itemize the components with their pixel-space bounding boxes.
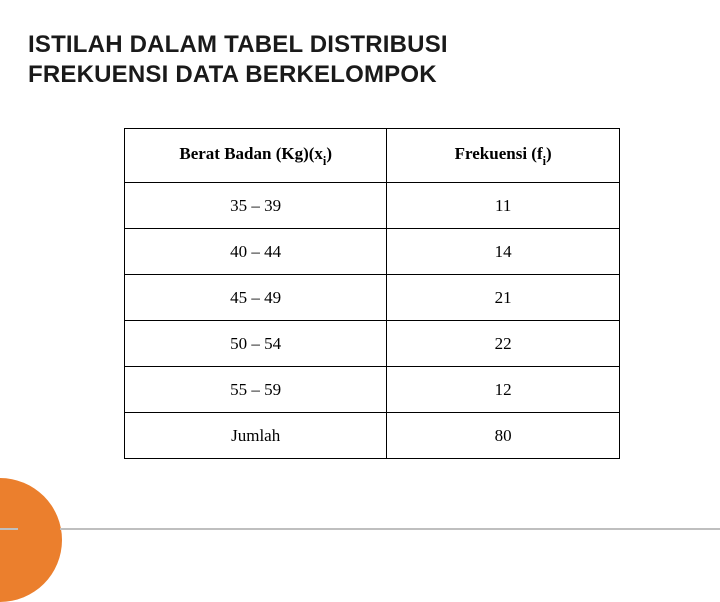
col-header-frek-post: ) bbox=[546, 144, 552, 163]
cell-freq: 22 bbox=[387, 321, 620, 367]
cell-freq: 14 bbox=[387, 229, 620, 275]
cell-freq: 21 bbox=[387, 275, 620, 321]
cell-freq: 12 bbox=[387, 367, 620, 413]
col-header-frekuensi: Frekuensi (fi) bbox=[387, 129, 620, 183]
table-row: 55 – 59 12 bbox=[125, 367, 620, 413]
cell-range: 40 – 44 bbox=[125, 229, 387, 275]
title-line-1: ISTILAH DALAM TABEL DISTRIBUSI bbox=[28, 31, 448, 58]
table-row-total: Jumlah 80 bbox=[125, 413, 620, 459]
table-row: 45 – 49 21 bbox=[125, 275, 620, 321]
accent-circle bbox=[0, 478, 62, 602]
col-header-berat-sub: i bbox=[323, 154, 326, 168]
cell-range: Jumlah bbox=[125, 413, 387, 459]
title-line-2: FREKUENSI DATA BERKELOMPOK bbox=[28, 61, 437, 88]
cell-range: 55 – 59 bbox=[125, 367, 387, 413]
table-row: 50 – 54 22 bbox=[125, 321, 620, 367]
table-header-row: Berat Badan (Kg)(xi) Frekuensi (fi) bbox=[125, 129, 620, 183]
frequency-table-wrap: Berat Badan (Kg)(xi) Frekuensi (fi) 35 –… bbox=[124, 128, 620, 459]
cell-freq: 11 bbox=[387, 183, 620, 229]
bottom-rule-right bbox=[60, 528, 720, 530]
slide-title: ISTILAH DALAM TABEL DISTRIBUSI FREKUENSI… bbox=[28, 30, 692, 90]
table-row: 35 – 39 11 bbox=[125, 183, 620, 229]
cell-range: 35 – 39 bbox=[125, 183, 387, 229]
frequency-table: Berat Badan (Kg)(xi) Frekuensi (fi) 35 –… bbox=[124, 128, 620, 459]
col-header-berat-pre: Berat Badan (Kg)(x bbox=[179, 144, 323, 163]
col-header-berat: Berat Badan (Kg)(xi) bbox=[125, 129, 387, 183]
table-row: 40 – 44 14 bbox=[125, 229, 620, 275]
cell-freq: 80 bbox=[387, 413, 620, 459]
cell-range: 50 – 54 bbox=[125, 321, 387, 367]
slide: ISTILAH DALAM TABEL DISTRIBUSI FREKUENSI… bbox=[0, 0, 720, 540]
col-header-frek-pre: Frekuensi (f bbox=[455, 144, 543, 163]
col-header-berat-post: ) bbox=[326, 144, 332, 163]
col-header-frek-sub: i bbox=[543, 154, 546, 168]
bottom-rule-left bbox=[0, 528, 18, 530]
cell-range: 45 – 49 bbox=[125, 275, 387, 321]
